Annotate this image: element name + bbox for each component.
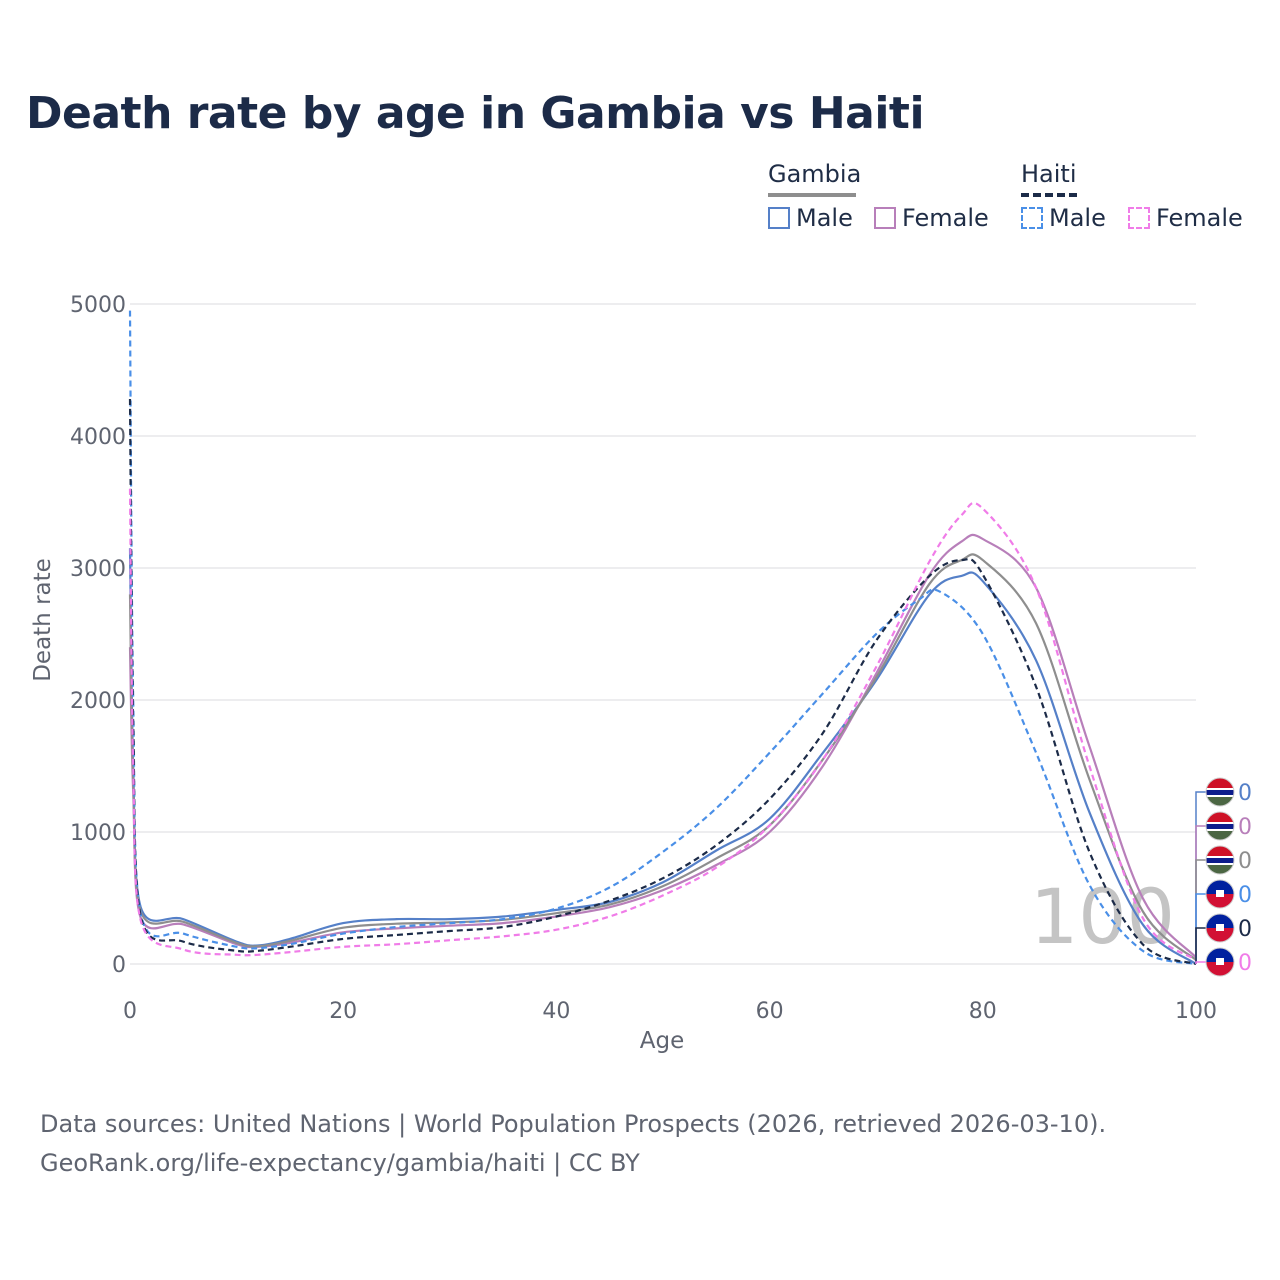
gambia-flag-icon: [1205, 845, 1235, 875]
x-tick-label: 20: [329, 999, 357, 1024]
series-end-value: 0: [1238, 951, 1252, 976]
sources-line-2[interactable]: GeoRank.org/life-expectancy/gambia/haiti…: [40, 1149, 640, 1177]
gambia-flag-icon: [1205, 777, 1235, 807]
series-line-haiti-male[interactable]: [128, 310, 1197, 966]
data-sources: Data sources: United Nations | World Pop…: [40, 1105, 1106, 1183]
end-label-connector: [1195, 825, 1206, 964]
x-tick-label: 0: [123, 999, 137, 1024]
series-end-value: 0: [1238, 815, 1252, 840]
legend-group-gambia-line: [768, 193, 856, 197]
x-tick-label: 80: [969, 999, 997, 1024]
legend-label-gambia-female: Female: [902, 204, 989, 232]
haiti-flag-icon: [1205, 879, 1235, 909]
end-label-connector: [1195, 893, 1206, 964]
y-tick-label: 1000: [70, 821, 126, 846]
series-end-value: 0: [1238, 883, 1252, 908]
x-tick-label: 100: [1175, 999, 1217, 1024]
legend-swatch-haiti-male: [1021, 207, 1043, 229]
y-tick-label: 5000: [70, 293, 126, 318]
legend-item-haiti-male[interactable]: Male: [1021, 204, 1106, 232]
x-tick-label: 60: [756, 999, 784, 1024]
haiti-flag-icon: [1205, 913, 1235, 943]
gambia-flag-icon: [1205, 811, 1235, 841]
legend-item-gambia-female[interactable]: Female: [874, 204, 989, 232]
x-tick-label: 40: [542, 999, 570, 1024]
series-end-value: 0: [1238, 849, 1252, 874]
chart-title: Death rate by age in Gambia vs Haiti: [26, 88, 925, 139]
legend-label-haiti-male: Male: [1049, 204, 1106, 232]
x-axis-label: Age: [640, 1028, 684, 1054]
legend-item-gambia-male[interactable]: Male: [768, 204, 853, 232]
y-axis-label: Death rate: [30, 558, 56, 682]
haiti-flag-icon: [1205, 947, 1235, 977]
legend-group-haiti-line: [1021, 193, 1077, 197]
series-line-haiti-both[interactable]: [128, 398, 1197, 966]
legend-group-gambia-title: Gambia: [768, 160, 862, 188]
legend-item-haiti-female[interactable]: Female: [1128, 204, 1243, 232]
series-line-gambia-male[interactable]: [128, 548, 1197, 965]
legend-swatch-gambia-female: [874, 207, 896, 229]
legend-swatch-haiti-female: [1128, 207, 1150, 229]
legend-swatch-gambia-male: [768, 207, 790, 229]
y-tick-label: 2000: [70, 689, 126, 714]
series-line-gambia-both[interactable]: [128, 553, 1197, 961]
end-label-connector: [1195, 961, 1206, 964]
sources-line-1: Data sources: United Nations | World Pop…: [40, 1110, 1107, 1138]
series-end-value: 0: [1238, 781, 1252, 806]
end-label-connector: [1195, 859, 1206, 964]
legend-group-haiti-title: Haiti: [1021, 160, 1077, 188]
y-tick-label: 4000: [70, 425, 126, 450]
y-tick-label: 3000: [70, 557, 126, 582]
end-label-connector: [1195, 791, 1206, 964]
legend-label-gambia-male: Male: [796, 204, 853, 232]
end-label-connector: [1195, 927, 1206, 964]
series-line-haiti-female[interactable]: [128, 488, 1197, 961]
series-line-gambia-female[interactable]: [128, 533, 1197, 959]
legend-label-haiti-female: Female: [1156, 204, 1243, 232]
year-watermark: 100: [1030, 872, 1175, 961]
series-end-value: 0: [1238, 917, 1252, 942]
y-tick-label: 0: [112, 953, 126, 978]
